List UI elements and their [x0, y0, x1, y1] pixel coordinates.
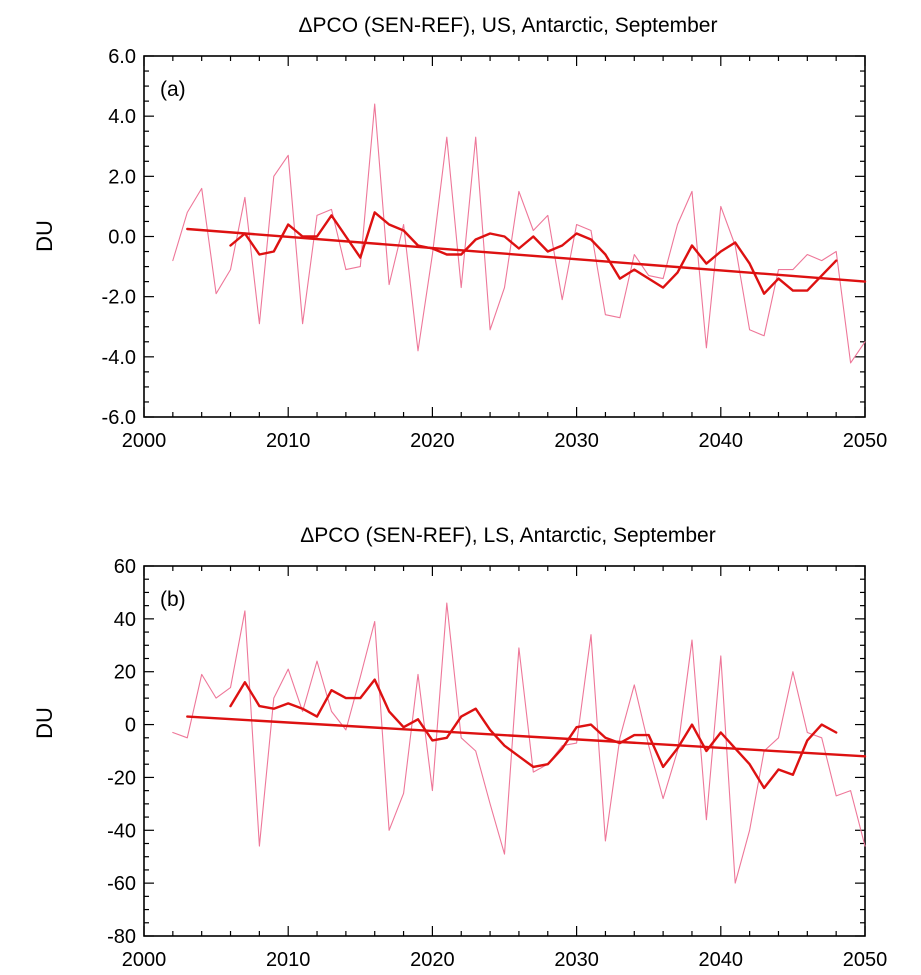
panel-b: ΔPCO (SEN-REF), LS, Antarctic, September…: [32, 524, 887, 971]
panel-b-xtick-label: 2040: [699, 949, 744, 971]
panel-a-ytick-label: 6.0: [108, 46, 136, 68]
panel-b-trend-line: [186, 715, 867, 758]
panel-a-series: [172, 103, 867, 364]
panel-b-xtick-label: 2030: [554, 949, 599, 971]
panel-a-tag: (a): [160, 78, 186, 101]
panel-a-xtick-label: 2040: [699, 430, 744, 452]
panel-b-ytick-label: 60: [114, 556, 136, 578]
panel-a-trend-line: [186, 227, 867, 283]
panel-a-running-mean-line: [229, 211, 838, 295]
panel-a-xtick-label: 2050: [843, 430, 888, 452]
panel-a-ytick-label: -4.0: [102, 347, 136, 369]
panel-a-title: ΔPCO (SEN-REF), US, Antarctic, September: [299, 14, 718, 37]
panel-b-tick-labels: 2000 2010 2020 2030 2040 2050-80-60-40-200204…: [107, 556, 887, 971]
panel-a-tick-labels: 2000 2010 2020 2030 2040 2050 -6.0 -4.0 -2.0 0.0 2…: [102, 46, 888, 452]
panel-b-title: ΔPCO (SEN-REF), LS, Antarctic, September: [300, 524, 715, 547]
panel-b-ytick-label: -20: [107, 767, 136, 789]
panel-b-series: [172, 602, 867, 884]
panel-b-xtick-label: 2010: [266, 949, 311, 971]
panel-a-xtick-label: 2000: [122, 430, 167, 452]
panel-b-xtick-label: 2000: [122, 949, 167, 971]
panel-a-annual-line: [172, 103, 866, 364]
panel-a-ylabel: DU: [32, 220, 57, 252]
panel-b-ytick-label: -80: [107, 926, 136, 948]
panel-b-ytick-label: -60: [107, 873, 136, 895]
panel-b-ytick-label: 0: [125, 715, 136, 737]
panel-b-ytick-label: 40: [114, 609, 136, 631]
panel-a-ticks: [143, 55, 866, 418]
panel-a-ytick-label: 2.0: [108, 166, 136, 188]
panel-b-ticks: [143, 565, 866, 937]
panel-a-xtick-label: 2020: [410, 430, 455, 452]
panel-a-ytick-label: 0.0: [108, 227, 136, 249]
panel-b-ytick-label: 20: [114, 662, 136, 684]
panel-a-xtick-label: 2010: [266, 430, 311, 452]
panel-b-annual-line: [172, 602, 866, 884]
panel-a-xtick-label: 2030: [554, 430, 599, 452]
panel-a-ytick-label: -6.0: [102, 407, 136, 429]
panel-b-ylabel: DU: [32, 707, 57, 739]
panel-b-xtick-label: 2020: [410, 949, 455, 971]
panel-b-xtick-label: 2050: [843, 949, 888, 971]
panel-a-ytick-label: 4.0: [108, 106, 136, 128]
panel-b-tag: (b): [160, 588, 186, 611]
panel-b-ytick-label: -40: [107, 820, 136, 842]
panel-a: ΔPCO (SEN-REF), US, Antarctic, September…: [32, 14, 887, 452]
panel-a-ytick-label: -2.0: [102, 287, 136, 309]
